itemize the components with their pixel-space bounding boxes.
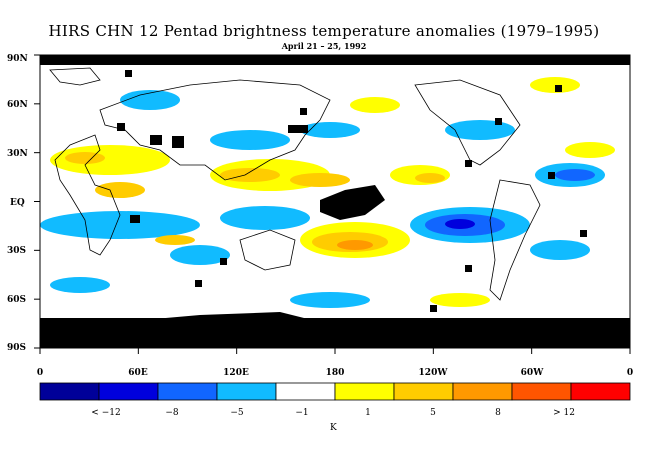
blob <box>170 245 230 265</box>
lat-label: 90N <box>7 54 28 64</box>
blob <box>565 142 615 158</box>
nodata-pacific <box>320 185 385 220</box>
colorbar-swatch <box>511 382 572 401</box>
lon-label: 120E <box>223 368 249 378</box>
chart-subtitle: April 21 – 25, 1992 <box>281 41 367 51</box>
colorbar-swatch <box>39 382 100 401</box>
lat-label: 30N <box>7 149 28 159</box>
lon-label: 120W <box>419 368 449 378</box>
blob <box>337 240 373 250</box>
coastlines <box>49 67 541 301</box>
colorbar-label: 1 <box>365 408 371 418</box>
colorbar-label: −1 <box>295 408 309 418</box>
blob <box>350 97 400 113</box>
blob <box>290 173 350 187</box>
lon-label: 60W <box>521 368 545 378</box>
colorbar-label: 8 <box>495 408 501 418</box>
blob <box>415 173 445 183</box>
colorbar-label: > 12 <box>553 408 575 418</box>
colorbar-swatch <box>157 382 218 401</box>
colorbar-label: 5 <box>430 408 436 418</box>
colorbar-swatch <box>216 382 277 401</box>
lon-label: 0 <box>37 368 43 378</box>
blob <box>95 182 145 198</box>
colorbar-swatch <box>334 382 395 401</box>
blob <box>220 206 310 230</box>
colorbar <box>39 382 631 401</box>
blob <box>530 240 590 260</box>
lat-label: 60N <box>7 100 28 110</box>
blob <box>430 293 490 307</box>
lat-label: 30S <box>7 246 26 256</box>
blob <box>300 122 360 138</box>
blob <box>50 277 110 293</box>
blob <box>445 219 475 229</box>
blob <box>155 235 195 245</box>
blob <box>555 169 595 181</box>
nodata-north <box>40 55 630 65</box>
colorbar-swatch <box>98 382 159 401</box>
blob <box>120 90 180 110</box>
axis-ticks <box>34 54 631 354</box>
lon-label: 60E <box>128 368 148 378</box>
lat-label: 90S <box>7 343 26 353</box>
colorbar-swatch <box>570 382 631 401</box>
colorbar-swatch <box>452 382 513 401</box>
colorbar-label: < −12 <box>91 408 121 418</box>
blob <box>210 130 290 150</box>
blob <box>445 120 515 140</box>
chart-title: HIRS CHN 12 Pentad brightness temperatur… <box>48 22 600 40</box>
blob <box>40 211 200 239</box>
colorbar-label: −5 <box>230 408 244 418</box>
lon-label: 180 <box>326 368 345 378</box>
colorbar-swatch <box>393 382 454 401</box>
lat-label: 60S <box>7 295 26 305</box>
blob <box>65 152 105 164</box>
colorbar-swatch <box>275 382 336 401</box>
anomaly-field <box>40 55 630 348</box>
colorbar-label: −8 <box>165 408 179 418</box>
lat-label: EQ <box>10 198 25 208</box>
colorbar-unit: K <box>330 423 337 433</box>
blob <box>220 168 280 182</box>
lon-label: 0 <box>627 368 633 378</box>
blob <box>290 292 370 308</box>
